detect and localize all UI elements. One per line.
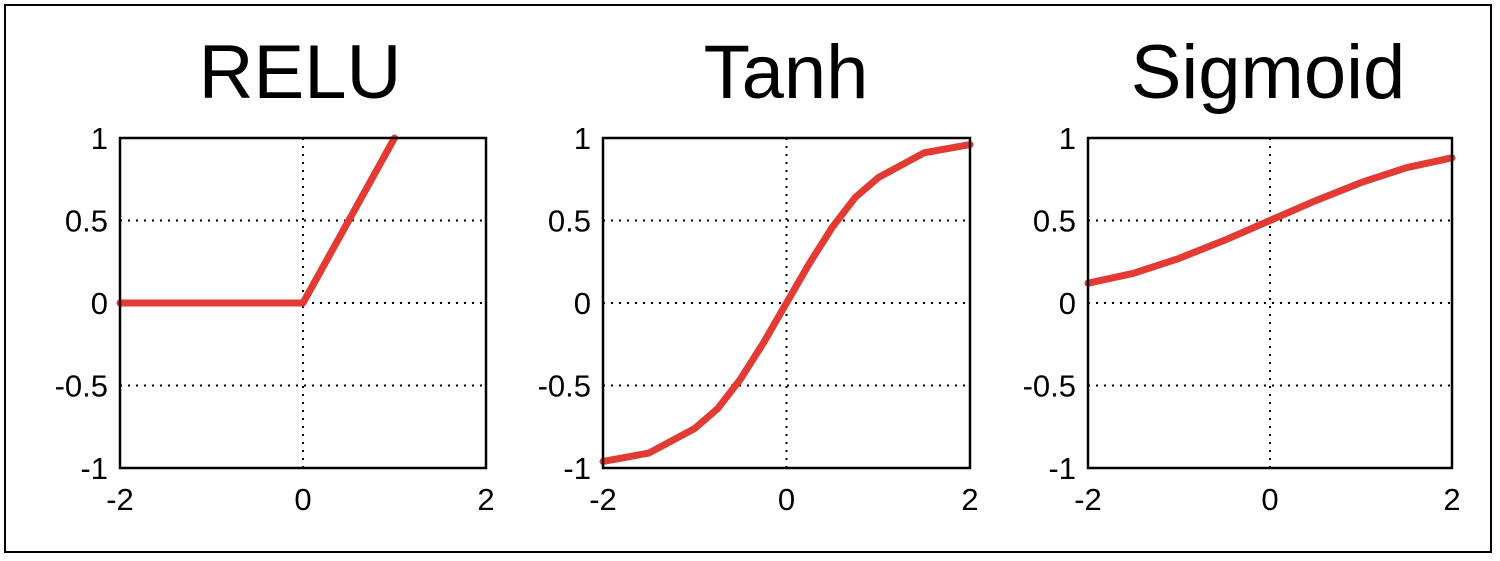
sigmoid-ytick-label: 0 — [1059, 286, 1076, 321]
relu-xtick-label: 2 — [477, 482, 494, 517]
tanh-ytick-label: 0.5 — [548, 204, 591, 239]
sigmoid-xtick-label: 2 — [1443, 482, 1460, 517]
tanh-title: Tanh — [704, 30, 869, 115]
figure-frame — [4, 4, 1492, 553]
tanh-xtick-label: 0 — [778, 482, 795, 517]
tanh-ytick-label: -0.5 — [538, 369, 591, 404]
sigmoid-axes-box — [1086, 136, 1454, 470]
relu-series-line — [116, 134, 398, 307]
sigmoid-title: Sigmoid — [1131, 30, 1406, 115]
relu-ytick-label: 1 — [91, 121, 108, 156]
relu-panel: RELU -1 -0.5 0 0.5 1 -2 0 2 — [55, 30, 495, 517]
relu-ytick-label: 0.5 — [65, 204, 108, 239]
tanh-axes-box — [601, 136, 972, 470]
sigmoid-ytick-label: -0.5 — [1023, 369, 1076, 404]
tanh-xtick-label: 2 — [961, 482, 978, 517]
sigmoid-xtick-label: 0 — [1261, 482, 1278, 517]
tanh-panel: Tanh -1 -0.5 0 0.5 1 -2 0 2 — [538, 30, 979, 517]
relu-ytick-label: -1 — [80, 451, 108, 486]
relu-ytick-label: 0 — [91, 286, 108, 321]
tanh-xtick-label: -2 — [589, 482, 617, 517]
sigmoid-ytick-label: 1 — [1059, 121, 1076, 156]
sigmoid-xtick-label: -2 — [1074, 482, 1102, 517]
sigmoid-ytick-label: -1 — [1048, 451, 1076, 486]
sigmoid-panel: Sigmoid -1 -0.5 0 0.5 1 -2 0 2 — [1023, 30, 1461, 517]
sigmoid-ytick-label: 0.5 — [1033, 204, 1076, 239]
relu-axes-box — [118, 136, 488, 470]
relu-xtick-label: 0 — [294, 482, 311, 517]
relu-xtick-label: -2 — [106, 482, 134, 517]
relu-ytick-label: -0.5 — [55, 369, 108, 404]
tanh-ytick-label: -1 — [563, 451, 591, 486]
relu-title: RELU — [199, 30, 402, 115]
tanh-ytick-label: 0 — [574, 286, 591, 321]
sigmoid-series-line — [1084, 154, 1456, 287]
tanh-series-line — [599, 141, 974, 465]
tanh-ytick-label: 1 — [574, 121, 591, 156]
